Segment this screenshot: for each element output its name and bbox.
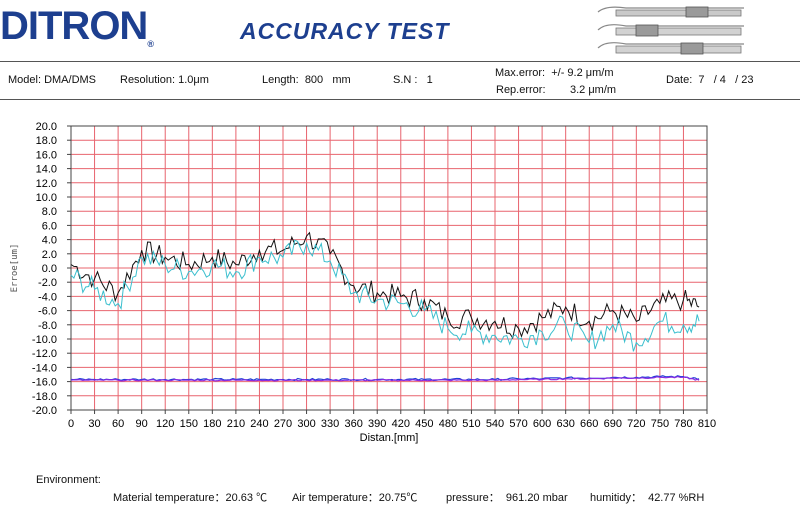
y-tick-label: -12.0 xyxy=(32,348,57,360)
series-line-4 xyxy=(70,375,700,382)
length-text: Length: 800 mm xyxy=(262,74,351,86)
x-tick-label: 420 xyxy=(392,418,410,430)
ditron-logo: DITRON® xyxy=(0,4,154,49)
x-tick-label: 810 xyxy=(698,418,716,430)
x-tick-label: 720 xyxy=(627,418,645,430)
page-title: ACCURACY TEST xyxy=(240,18,450,44)
info-bar: Model: DMA/DMS Resolution: 1.0μm Length:… xyxy=(0,61,800,100)
y-tick-label: -6.0 xyxy=(38,306,57,318)
logo-text: DITRON xyxy=(0,4,148,48)
x-tick-label: 150 xyxy=(180,418,198,430)
x-tick-label: 660 xyxy=(580,418,598,430)
y-tick-label: -8.0 xyxy=(38,320,57,332)
x-tick-label: 210 xyxy=(227,418,245,430)
x-tick-label: 0 xyxy=(68,418,74,430)
resolution-text: Resolution: 1.0μm xyxy=(120,74,209,86)
humidity-reading: humitidy： 42.77 %RH xyxy=(590,492,705,504)
x-tick-label: 360 xyxy=(344,418,362,430)
y-tick-label: -10.0 xyxy=(32,334,57,346)
y-tick-label: 14.0 xyxy=(36,164,57,176)
x-tick-label: 330 xyxy=(321,418,339,430)
x-tick-label: 750 xyxy=(651,418,669,430)
x-axis-label: Distan.[mm] xyxy=(360,432,419,444)
y-axis-label: Erroe[um] xyxy=(10,244,20,293)
y-tick-label: -14.0 xyxy=(32,362,57,374)
y-tick-label: 6.0 xyxy=(42,220,57,232)
x-tick-label: 510 xyxy=(462,418,480,430)
x-tick-label: 780 xyxy=(674,418,692,430)
y-tick-label: 0.0 xyxy=(42,263,57,275)
y-tick-labels: 20.0 18.0 16.0 14.0 12.0 10.0 8.0 6.0 4.0 2.0 0.0 -… xyxy=(32,121,71,417)
y-tick-label: -16.0 xyxy=(32,377,57,389)
y-tick-label: -2.0 xyxy=(38,277,57,289)
y-tick-label: 2.0 xyxy=(42,249,57,261)
y-tick-label: -20.0 xyxy=(32,405,57,417)
x-tick-label: 480 xyxy=(439,418,457,430)
logo-trademark: ® xyxy=(147,39,154,49)
linear-scale-product-image xyxy=(597,6,744,55)
x-tick-label: 270 xyxy=(274,418,292,430)
scale-bar-2 xyxy=(597,24,744,37)
model-text: Model: DMA/DMS xyxy=(8,74,97,86)
air-temperature: Air temperature：20.75℃ xyxy=(292,492,418,504)
x-tick-label: 540 xyxy=(486,418,504,430)
material-temperature: Material temperature：20.63 ℃ xyxy=(113,492,268,504)
y-tick-label: 8.0 xyxy=(42,206,57,218)
x-tick-label: 60 xyxy=(112,418,124,430)
x-tick-label: 30 xyxy=(88,418,100,430)
x-tick-label: 180 xyxy=(203,418,221,430)
rep-error-text: Rep.error: 3.2 μm/m xyxy=(496,84,617,96)
y-tick-label: 16.0 xyxy=(36,149,57,161)
chart-series xyxy=(70,231,700,382)
x-tick-label: 240 xyxy=(250,418,268,430)
y-tick-label: -18.0 xyxy=(32,391,57,403)
y-tick-label: 4.0 xyxy=(42,235,57,247)
pressure-reading: pressure： 961.20 mbar xyxy=(446,492,568,504)
scale-bar-1 xyxy=(597,6,744,18)
y-tick-label: 20.0 xyxy=(36,121,57,133)
environment-label: Environment: xyxy=(36,474,101,486)
y-tick-label: -4.0 xyxy=(38,291,57,303)
series-line-2 xyxy=(70,239,700,352)
serial-number-text: S.N : 1 xyxy=(393,74,433,86)
date-text: Date: 7 / 4 / 23 xyxy=(666,74,754,86)
x-tick-label: 630 xyxy=(556,418,574,430)
x-tick-label: 390 xyxy=(368,418,386,430)
x-tick-label: 570 xyxy=(509,418,527,430)
x-tick-label: 90 xyxy=(136,418,148,430)
x-tick-label: 300 xyxy=(297,418,315,430)
scale-bar-3 xyxy=(597,42,744,55)
x-tick-label: 120 xyxy=(156,418,174,430)
accuracy-chart: 20.0 18.0 16.0 14.0 12.0 10.0 8.0 6.0 4.0 2.0 0.0 -… xyxy=(10,121,716,444)
x-tick-label: 450 xyxy=(415,418,433,430)
y-tick-label: 10.0 xyxy=(36,192,57,204)
y-tick-label: 12.0 xyxy=(36,178,57,190)
x-tick-label: 600 xyxy=(533,418,551,430)
x-tick-labels: 0 30 60 90 120 150 180 210 240 270 300 330 360 390 420… xyxy=(68,410,716,430)
y-tick-label: 18.0 xyxy=(36,135,57,147)
max-error-text: Max.error: +/- 9.2 μm/m xyxy=(495,67,614,79)
x-tick-label: 690 xyxy=(604,418,622,430)
